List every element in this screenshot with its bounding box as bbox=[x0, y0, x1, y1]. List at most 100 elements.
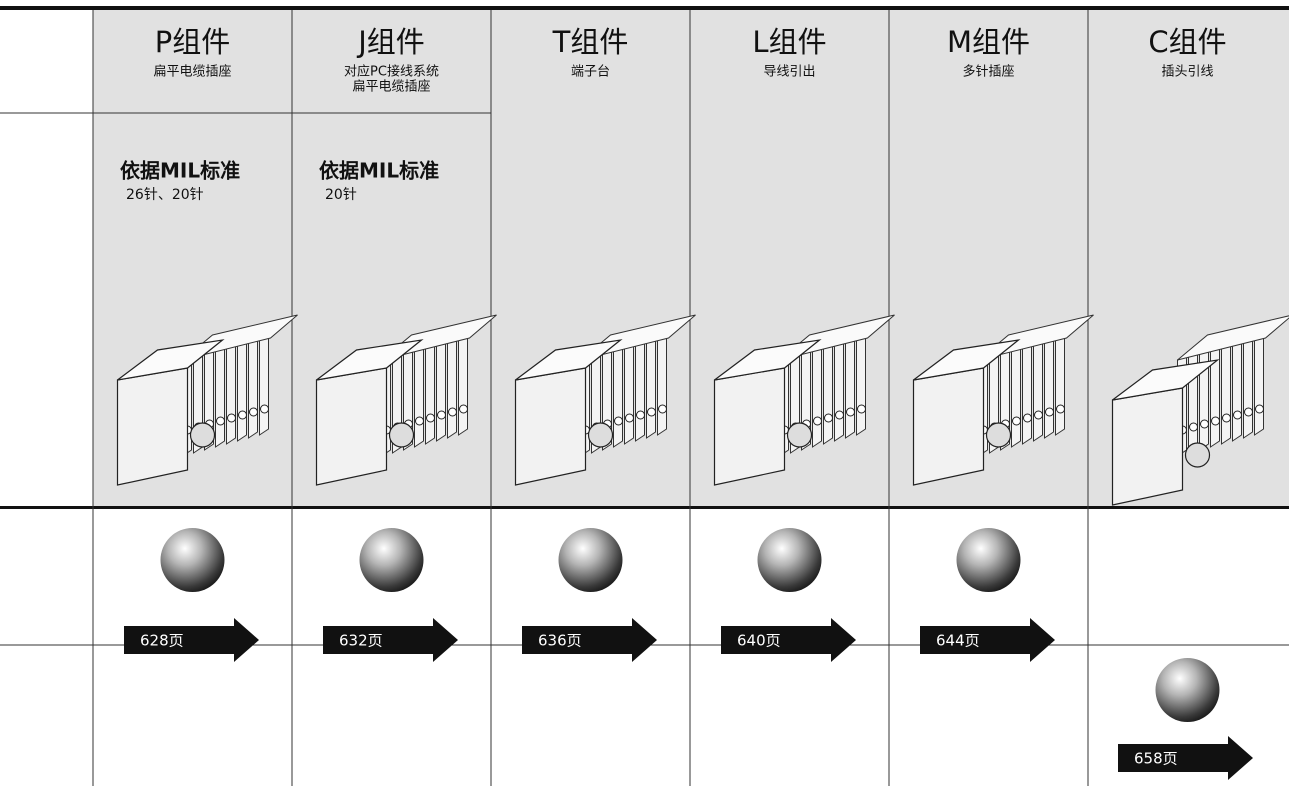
housing-top bbox=[1112, 359, 1220, 401]
page-link[interactable]: 628页 bbox=[124, 528, 259, 662]
fitting bbox=[260, 404, 269, 414]
fitting bbox=[813, 416, 822, 426]
fitting bbox=[238, 410, 247, 420]
valve-slice bbox=[1011, 346, 1021, 448]
housing-front bbox=[116, 367, 189, 486]
fitting bbox=[1189, 422, 1198, 432]
fitting bbox=[647, 407, 656, 417]
fitting bbox=[1023, 413, 1032, 423]
column-title: C组件 bbox=[1148, 25, 1226, 59]
pin-label: 26针、20针 bbox=[126, 187, 204, 203]
pin-label: 20针 bbox=[325, 187, 357, 203]
column-subtitle: 端子台 bbox=[571, 65, 610, 80]
sphere bbox=[160, 528, 225, 592]
valve-slice bbox=[425, 343, 435, 445]
sphere bbox=[1155, 658, 1220, 722]
valve-slice bbox=[812, 346, 822, 448]
fitting bbox=[1012, 416, 1021, 426]
columns: P组件扁平电缆插座依据MIL标准26针、20针J组件对应PC接线系统扁平电缆插座… bbox=[116, 25, 1289, 780]
valve-slice bbox=[657, 334, 667, 436]
sphere bbox=[558, 528, 623, 592]
page-number: 636页 bbox=[538, 632, 582, 650]
fitting bbox=[835, 410, 844, 420]
page-number: 640页 bbox=[737, 632, 781, 650]
fitting bbox=[1244, 407, 1253, 417]
page-number: 658页 bbox=[1134, 750, 1178, 768]
valve-slice bbox=[1254, 334, 1264, 436]
column-title: P组件 bbox=[155, 25, 231, 59]
fitting bbox=[857, 404, 866, 414]
arrow bbox=[1118, 736, 1253, 780]
valve-slice bbox=[1243, 337, 1253, 439]
valve-slice bbox=[1044, 337, 1054, 439]
arrow bbox=[721, 618, 856, 662]
fitting bbox=[625, 413, 634, 423]
page-link[interactable]: 644页 bbox=[920, 528, 1055, 662]
fitting bbox=[1222, 413, 1231, 423]
valve-slice bbox=[226, 343, 236, 445]
page-link[interactable]: 636页 bbox=[522, 528, 657, 662]
housing-front bbox=[713, 367, 786, 486]
fitting bbox=[1233, 410, 1242, 420]
sphere bbox=[757, 528, 822, 592]
column-subtitle: 对应PC接线系统 bbox=[344, 64, 439, 80]
column-title: L组件 bbox=[752, 25, 826, 59]
housing-top bbox=[913, 339, 1021, 381]
fitting bbox=[1200, 419, 1209, 429]
page-link[interactable]: 640页 bbox=[721, 528, 856, 662]
page-link[interactable]: 632页 bbox=[323, 528, 458, 662]
valve-slice bbox=[646, 337, 656, 439]
standard-label: 依据MIL标准 bbox=[319, 159, 439, 183]
valve-slice bbox=[834, 340, 844, 442]
fitting bbox=[1255, 404, 1264, 414]
connector bbox=[786, 422, 813, 448]
arrow bbox=[323, 618, 458, 662]
connector bbox=[189, 422, 216, 448]
valve-slice bbox=[248, 337, 258, 439]
connector bbox=[388, 422, 415, 448]
fitting bbox=[1211, 416, 1220, 426]
connector bbox=[587, 422, 614, 448]
valve-slice bbox=[414, 346, 424, 448]
fitting bbox=[824, 413, 833, 423]
valve-slice bbox=[237, 340, 247, 442]
valve-slice bbox=[259, 334, 269, 436]
column-subtitle: 插头引线 bbox=[1161, 65, 1213, 80]
housing-front bbox=[315, 367, 388, 486]
sphere bbox=[956, 528, 1021, 592]
valve-slice bbox=[823, 343, 833, 445]
housing-top bbox=[515, 339, 623, 381]
column-title: M组件 bbox=[947, 25, 1030, 59]
valve-slice bbox=[1221, 343, 1231, 445]
standard-label: 依据MIL标准 bbox=[120, 159, 240, 183]
housing-front bbox=[514, 367, 587, 486]
valve-slice bbox=[1055, 334, 1065, 436]
arrow bbox=[920, 618, 1055, 662]
arrow bbox=[124, 618, 259, 662]
column-rules bbox=[92, 10, 1089, 786]
column-title: J组件 bbox=[356, 25, 425, 59]
fitting bbox=[216, 416, 225, 426]
page-link[interactable]: 658页 bbox=[1118, 658, 1253, 780]
fitting bbox=[846, 407, 855, 417]
connector bbox=[1184, 442, 1211, 468]
column-subtitle: 多针插座 bbox=[962, 64, 1014, 80]
gray-band bbox=[93, 8, 1289, 507]
fitting bbox=[227, 413, 236, 423]
housing-top bbox=[117, 339, 225, 381]
fitting bbox=[1045, 407, 1054, 417]
valve-slice bbox=[447, 337, 457, 439]
housing-top bbox=[316, 339, 424, 381]
fitting bbox=[249, 407, 258, 417]
valve-slice bbox=[1022, 343, 1032, 445]
valve-slice bbox=[624, 343, 634, 445]
column-title: T组件 bbox=[552, 25, 629, 59]
housing-front bbox=[912, 367, 985, 486]
